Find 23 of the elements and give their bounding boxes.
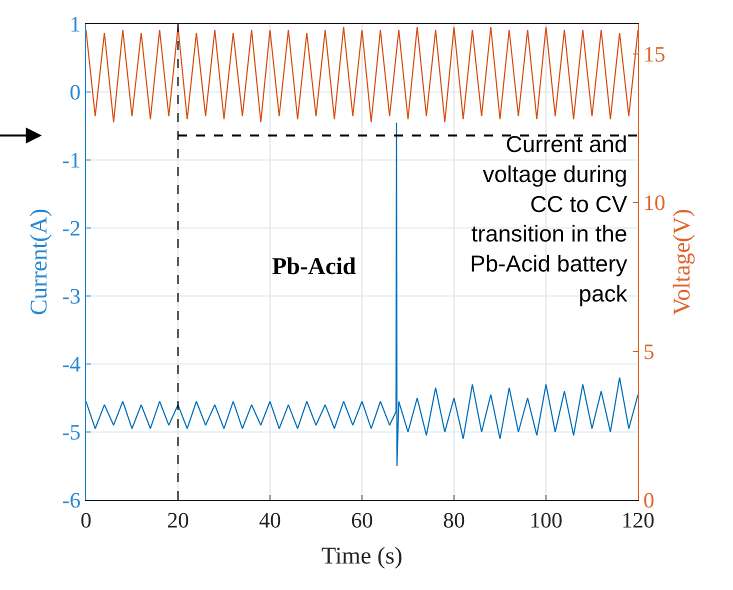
x-tick-label: 60 bbox=[351, 507, 373, 532]
y-tick-label: -1 bbox=[62, 148, 81, 173]
y-tick-label: -2 bbox=[62, 216, 81, 241]
y-tick-label: 1 bbox=[70, 12, 81, 37]
annotation: Current and voltage during CC to CV transition in the Pb-Acid battery pack bbox=[470, 131, 628, 306]
y-tick-label: -3 bbox=[62, 284, 81, 309]
annotation: Pb-Acid bbox=[272, 254, 357, 280]
x-tick-label: 100 bbox=[530, 507, 562, 532]
y-tick-label: -4 bbox=[62, 352, 81, 377]
y-tick-label: -5 bbox=[62, 420, 81, 445]
y2-tick-label: 15 bbox=[643, 41, 666, 66]
y2-axis-title: Voltage(V) bbox=[670, 208, 696, 316]
line-series bbox=[86, 26, 638, 123]
y-tick-label: -6 bbox=[62, 488, 81, 513]
y-tick-label: 0 bbox=[70, 80, 81, 105]
x-tick-label: 40 bbox=[259, 507, 281, 532]
y-axis-title: Current(A) bbox=[26, 208, 52, 316]
x-axis-title: Time (s) bbox=[321, 544, 403, 570]
line-series bbox=[86, 122, 638, 467]
y2-tick-label: 5 bbox=[643, 338, 654, 364]
x-tick-label: 20 bbox=[167, 507, 189, 532]
y2-tick-label: 10 bbox=[643, 190, 666, 216]
x-tick-label: 80 bbox=[443, 507, 465, 532]
